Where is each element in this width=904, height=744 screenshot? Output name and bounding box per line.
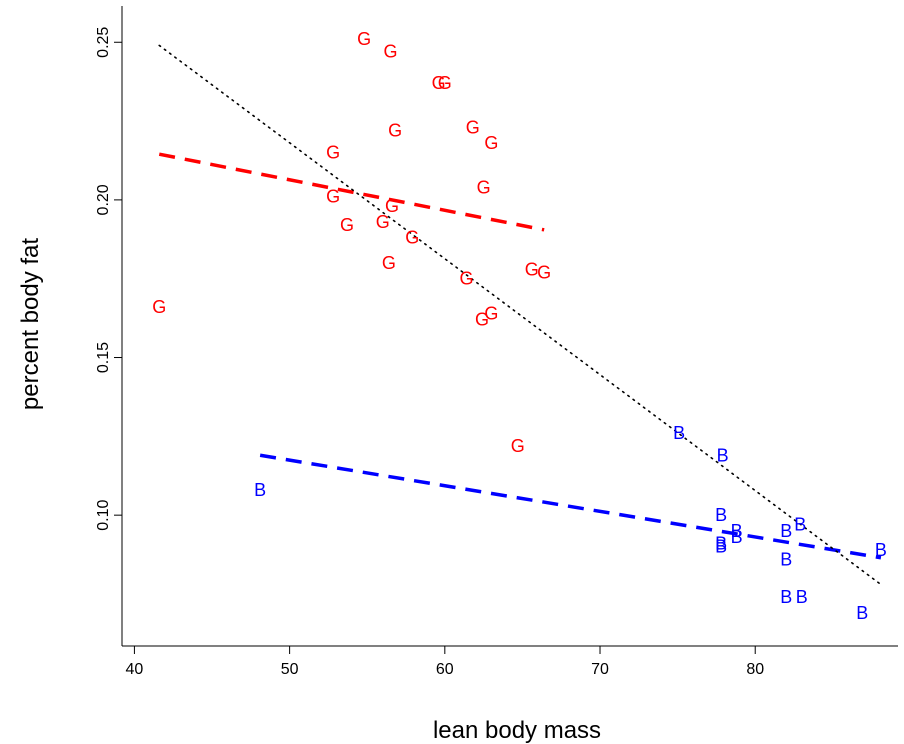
data-point-b: B <box>875 540 887 560</box>
x-tick-label: 50 <box>281 661 299 678</box>
data-point-g: G <box>152 297 166 317</box>
data-point-g: G <box>460 269 474 289</box>
y-tick-label: 0.10 <box>95 499 112 530</box>
y-tick-label: 0.20 <box>95 184 112 215</box>
data-point-g: G <box>525 259 539 279</box>
x-axis-title: lean body mass <box>433 717 601 744</box>
data-point-b: B <box>731 527 743 547</box>
data-point-g: G <box>475 310 489 330</box>
data-point-g: G <box>466 117 480 137</box>
data-point-g: G <box>326 143 340 163</box>
group-fit-line <box>158 152 545 232</box>
data-point-b: B <box>717 445 729 465</box>
data-point-g: G <box>340 215 354 235</box>
data-point-g: G <box>432 73 446 93</box>
fit-lines <box>158 44 882 586</box>
data-point-g: G <box>438 73 452 93</box>
data-point-b: B <box>780 549 792 569</box>
data-point-g: G <box>326 187 340 207</box>
y-tick-label: 0.25 <box>95 27 112 58</box>
data-point-g: G <box>484 133 498 153</box>
y-axis-title: percent body fat <box>17 238 44 410</box>
plot-area <box>121 6 898 647</box>
x-axis: 40 50 60 70 80 <box>126 646 764 678</box>
x-tick-label: 60 <box>436 661 454 678</box>
data-point-b: B <box>715 534 727 554</box>
x-tick-label: 40 <box>126 661 144 678</box>
data-point-g: G <box>382 253 396 273</box>
data-point-g: G <box>376 212 390 232</box>
data-point-b: B <box>731 521 743 541</box>
data-point-g: G <box>357 29 371 49</box>
data-point-g: G <box>388 121 402 141</box>
group-fit-line <box>259 453 882 560</box>
data-point-b: B <box>796 587 808 607</box>
data-point-b: B <box>794 515 806 535</box>
data-point-g: G <box>383 42 397 62</box>
data-point-b: B <box>780 587 792 607</box>
data-point-g: G <box>484 303 498 323</box>
y-tick-label: 0.15 <box>95 342 112 373</box>
data-point-b: B <box>715 505 727 525</box>
overall-trend-line <box>158 44 882 586</box>
data-point-g: G <box>477 177 491 197</box>
data-point-b: B <box>715 537 727 557</box>
data-point-b: B <box>673 423 685 443</box>
data-point-g: G <box>405 228 419 248</box>
data-point-b: B <box>780 521 792 541</box>
data-point-b: B <box>254 480 266 500</box>
data-point-b: B <box>856 603 868 623</box>
data-point-g: G <box>537 262 551 282</box>
y-axis: 0.10 0.15 0.20 0.25 <box>95 27 122 531</box>
x-tick-label: 70 <box>591 661 609 678</box>
data-point-g: G <box>385 196 399 216</box>
data-point-g: G <box>511 436 525 456</box>
x-tick-label: 80 <box>746 661 764 678</box>
